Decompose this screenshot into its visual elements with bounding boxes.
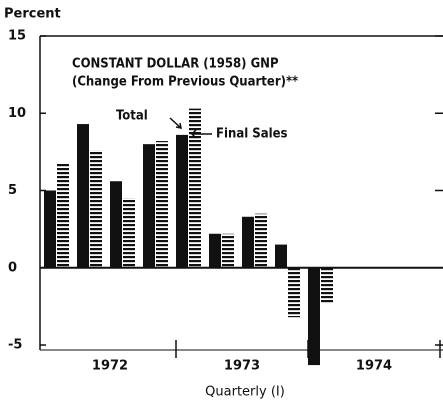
y-tick-label: 15 [8, 29, 26, 44]
year-label: 1973 [224, 359, 260, 374]
bar [77, 124, 89, 268]
y-tick-label: -5 [8, 338, 22, 353]
bar [255, 213, 267, 268]
bar [321, 267, 333, 304]
bar [288, 267, 300, 318]
year-label: 1974 [356, 359, 392, 374]
legend-entry: Final Sales [216, 127, 288, 142]
bar [57, 162, 69, 268]
bar [156, 141, 168, 268]
bar [209, 233, 221, 268]
bar [143, 144, 155, 268]
bar [123, 198, 135, 268]
bar [222, 233, 234, 268]
bar [44, 190, 56, 268]
legend-entry: Total [116, 109, 148, 124]
bar [110, 181, 122, 268]
arrow [169, 117, 182, 129]
y-axis-label: Percent [4, 7, 61, 22]
y-tick-label: 0 [8, 260, 17, 275]
bar [90, 150, 102, 268]
chart-subtitle: (Change From Previous Quarter)** [72, 75, 298, 90]
y-tick-label: 10 [8, 106, 26, 121]
bar [275, 244, 287, 268]
bar [308, 267, 320, 366]
x-axis-label: Quarterly (I) [205, 385, 285, 400]
bar [176, 134, 188, 268]
bar [242, 216, 254, 268]
chart-title: CONSTANT DOLLAR (1958) GNP [72, 57, 279, 72]
bar [189, 108, 201, 268]
year-label: 1972 [92, 359, 128, 374]
y-tick-label: 5 [8, 183, 17, 198]
